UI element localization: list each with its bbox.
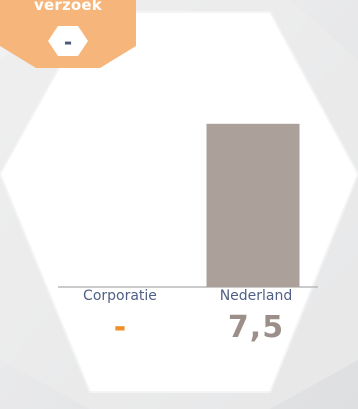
category-label-corporatie: Corporatie: [83, 288, 157, 304]
header-badge: [48, 26, 88, 56]
header-tag-label: verzoek: [34, 0, 102, 14]
value-label-corporatie: -: [113, 310, 127, 345]
category-label-nederland: Nederland: [219, 288, 293, 304]
header-tag-value: -: [63, 30, 73, 54]
bar-chart: [58, 123, 318, 288]
value-label-nederland: 7,5: [227, 310, 285, 345]
bar-nederland: [206, 123, 300, 287]
